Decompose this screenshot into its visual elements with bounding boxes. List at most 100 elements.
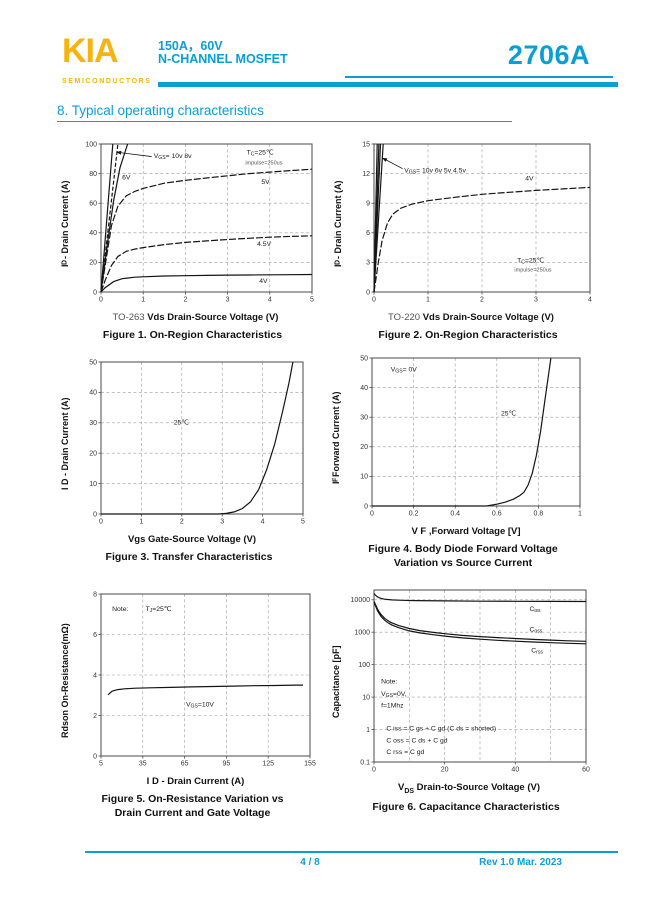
figure-5-annotation: VGS=10V <box>186 701 214 709</box>
figure-2-annotation: VGS= 10v 6v 5v 4.5v <box>404 168 466 176</box>
x-tick-label: 1 <box>141 297 145 304</box>
y-tick-label: 12 <box>362 171 370 178</box>
y-tick-label: 30 <box>89 420 97 427</box>
y-tick-label: 40 <box>89 230 97 237</box>
figure-6-y-axis-label: Capacitance [pF] <box>331 645 341 719</box>
x-tick-label: 0 <box>372 297 376 304</box>
y-tick-label: 20 <box>360 444 368 451</box>
figure-6-annotation: C rss = C gd <box>386 749 424 756</box>
figure-3-plotrow: I D - Drain Current (A) 0 1 2 3 4 5 0 10 20 30 40 50… <box>57 356 311 532</box>
y-tick-label: 0 <box>93 511 97 518</box>
figure-2-caption-line: Figure 2. On-Region Characteristics <box>378 329 558 341</box>
figure-1-caption-line: Figure 1. On-Region Characteristics <box>102 329 283 341</box>
figure-6-plotrow: Capacitance [pF] 0 20 40 60 0.1 1 10 100 1000 1000… <box>328 584 594 780</box>
y-tick-label: 50 <box>360 355 368 362</box>
y-tick-label: 100 <box>85 141 97 148</box>
figure-1-annotation: VGS= 10v 8v <box>154 153 192 161</box>
figure-3-caption: Figure 3. Transfer Characteristics <box>57 551 311 565</box>
x-tick-label: 3 <box>220 519 224 526</box>
figure-1-annotation: 4V <box>259 278 268 285</box>
figure-2-annotation: 4V <box>525 176 534 183</box>
figure-5-caption: Figure 5. On-Resistance Variation vs Drai… <box>57 793 318 820</box>
figure-1-annotation: 5V <box>261 179 270 186</box>
annotation-arrow-icon <box>382 157 388 162</box>
figure-4-annotation: VGS= 0V <box>391 366 418 374</box>
header-rule-thick <box>158 82 618 87</box>
x-tick-label: 1 <box>139 519 143 526</box>
x-tick-label: 4 <box>268 297 272 304</box>
figure-5-chart: 5 35 65 95 125 155 0 2 4 6 8 Note: TJ=25℃ VGS=10V <box>93 591 316 768</box>
x-tick-label: 2 <box>480 297 484 304</box>
y-tick-label: 10 <box>360 474 368 481</box>
figure-6-annotation: Coss <box>529 627 542 635</box>
x-tick-label: 0 <box>99 297 103 304</box>
figure-6-annotation: VGS=0V, <box>381 691 407 699</box>
figure-1-annotation: impulse=250us <box>245 161 282 167</box>
figure-2-caption: Figure 2. On-Region Characteristics <box>330 329 596 343</box>
y-tick-label: 4 <box>93 672 97 679</box>
figure-2-x-axis-label-text: Vds Drain-Source Voltage (V) <box>422 312 554 323</box>
figure-1-caption: Figure 1. On-Region Characteristics <box>57 329 318 343</box>
y-tick-label: 10000 <box>351 597 371 604</box>
x-tick-label: 4 <box>588 297 592 304</box>
figure-6-annotation: f=1Mhz <box>381 702 404 709</box>
x-tick-label: 5 <box>99 761 103 768</box>
figure-2-package-prefix: TO-220 <box>388 312 423 323</box>
section-title: 8. Typical operating characteristics <box>57 103 512 122</box>
y-tick-label: 50 <box>89 359 97 366</box>
y-tick-label: 15 <box>362 141 370 148</box>
figure-1-annotation: TC=25℃ <box>247 149 274 157</box>
footer-rule <box>85 851 618 853</box>
figure-6-caption-line: Figure 6. Capacitance Characteristics <box>372 800 560 813</box>
x-tick-label: 5 <box>310 297 314 304</box>
x-tick-label: 0.2 <box>409 511 419 518</box>
x-tick-label: 0 <box>370 511 374 518</box>
figure-2-x-axis-label: TO-220 Vds Drain-Source Voltage (V) <box>330 312 596 323</box>
x-tick-label: 0 <box>372 767 376 774</box>
figure-5-block: Rdson On-Resistance(mΩ) 5 35 65 95 125 155 0 2 4 6… <box>57 588 318 820</box>
figure-3-caption-line: Figure 3. Transfer Characteristics <box>105 551 273 563</box>
y-tick-label: 60 <box>89 201 97 208</box>
figure-2-annotation: impulse=250us <box>514 267 551 273</box>
x-tick-label: 4 <box>261 519 265 526</box>
figure-2-series-VGS-4V <box>373 186 591 293</box>
figure-5-caption-line: Drain Current and Gate Voltage <box>114 806 271 819</box>
y-tick-label: 2 <box>93 713 97 720</box>
figure-1-series-VGS-6V <box>100 143 129 293</box>
figure-4-annotation: 25℃ <box>501 411 517 418</box>
header-rating: 150A，60V <box>158 39 223 53</box>
figure-1-series-VGS-5V <box>100 168 313 293</box>
y-tick-label: 100 <box>358 662 370 669</box>
y-tick-label: 6 <box>93 632 97 639</box>
y-tick-label: 1000 <box>354 630 370 637</box>
figure-5-plotrow: Rdson On-Resistance(mΩ) 5 35 65 95 125 155 0 2 4 6… <box>57 588 318 774</box>
figure-6-annotation: Crss <box>531 647 543 655</box>
annotation-arrow-icon <box>116 150 122 155</box>
figure-3-series-transfer-25C <box>101 361 294 515</box>
y-tick-label: 10 <box>362 694 370 701</box>
figure-6-caption: Figure 6. Capacitance Characteristics <box>328 801 594 815</box>
y-tick-label: 6 <box>366 230 370 237</box>
x-tick-label: 2 <box>180 519 184 526</box>
header-device-type: N-CHANNEL MOSFET <box>158 52 288 66</box>
y-tick-label: 0 <box>93 289 97 296</box>
figure-3-x-axis-label-text: Vgs Gate-Source Voltage (V) <box>127 534 257 545</box>
footer-revision: Rev 1.0 Mar. 2023 <box>479 857 562 868</box>
y-tick-label: 0 <box>364 503 368 510</box>
figure-6-annotation: Note: <box>381 679 397 686</box>
figure-5-y-axis-label: Rdson On-Resistance(mΩ) <box>60 623 70 739</box>
y-tick-label: 30 <box>360 415 368 422</box>
y-tick-label: 3 <box>366 260 370 267</box>
figure-5-caption-line: Figure 5. On-Resistance Variation vs <box>101 793 284 805</box>
figure-1-x-axis-label-text: Vds Drain-Source Voltage (V) <box>147 312 279 323</box>
